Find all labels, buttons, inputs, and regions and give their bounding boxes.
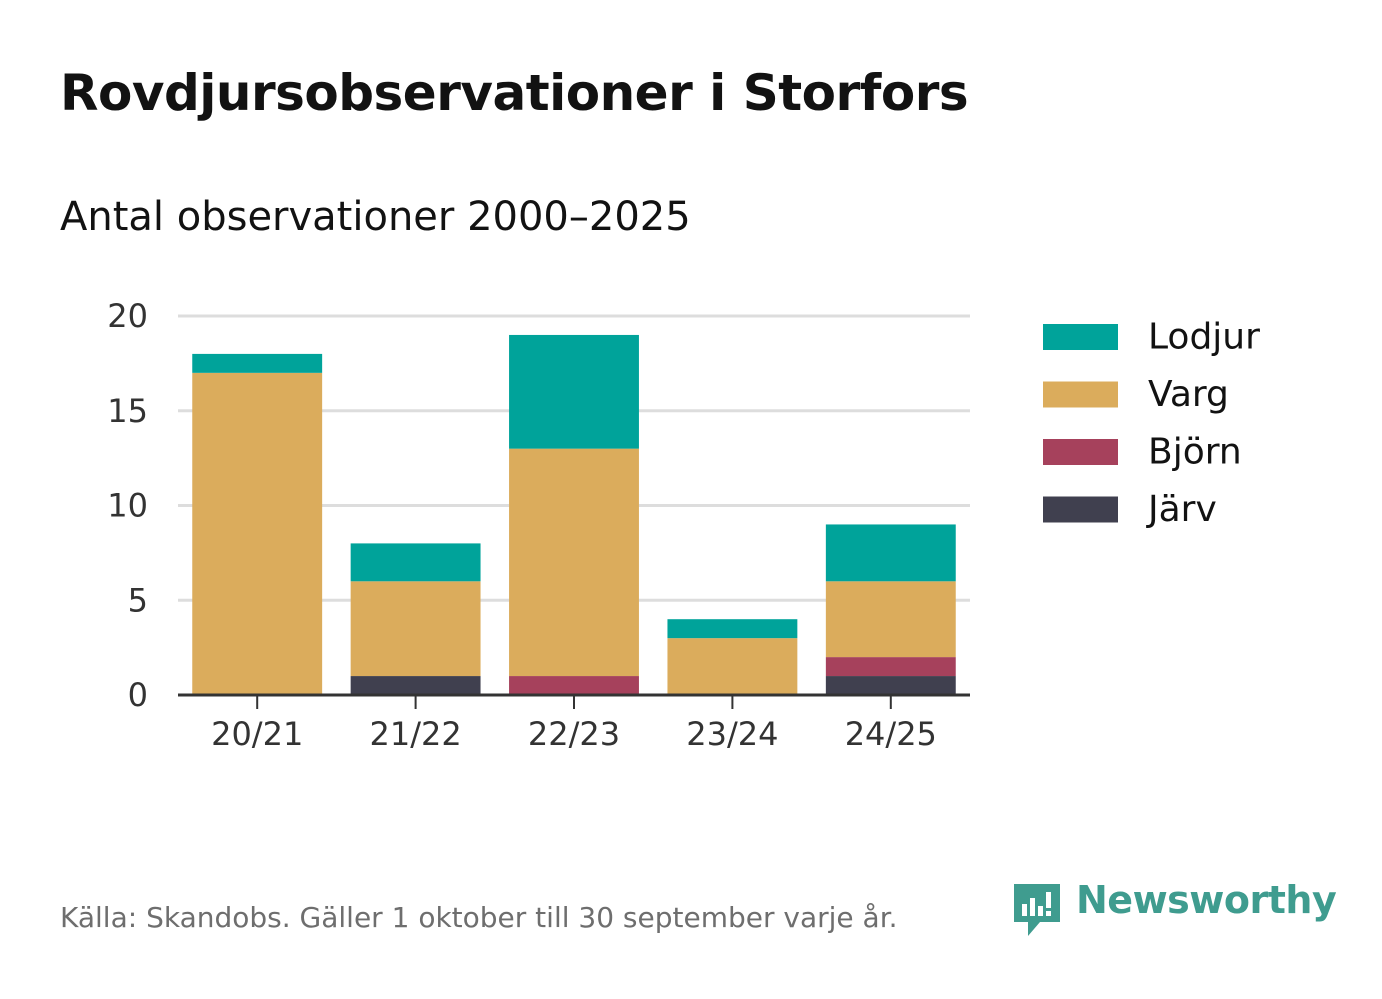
bar-segment: [667, 638, 798, 695]
bar-segment: [825, 657, 956, 677]
bar-segment: [825, 676, 956, 695]
bars: [192, 334, 956, 695]
legend-label: Lodjur: [1148, 317, 1260, 358]
bar-segment: [825, 524, 956, 582]
bar-segment: [509, 676, 639, 695]
y-tick-label: 0: [128, 676, 148, 714]
x-tick-label: 20/21: [211, 715, 303, 753]
bar-segment: [509, 334, 639, 449]
bar-segment: [350, 581, 481, 677]
x-tick-label: 24/25: [845, 715, 937, 753]
newsworthy-logo-icon: [1014, 884, 1060, 936]
bar-segment: [509, 448, 639, 677]
legend-label: Björn: [1148, 432, 1242, 473]
source-note: Källa: Skandobs. Gäller 1 oktober till 3…: [60, 901, 898, 934]
legend-label: Järv: [1146, 489, 1217, 530]
y-tick-label: 15: [107, 392, 148, 430]
y-tick-label: 5: [128, 581, 148, 619]
legend-swatch: [1043, 496, 1118, 523]
bar-segment: [350, 676, 481, 695]
bar-segment: [350, 543, 481, 582]
bar-segment: [192, 372, 323, 695]
legend: Lodjur Varg Björn Järv: [1043, 317, 1260, 530]
legend-swatch: [1043, 324, 1118, 350]
y-tick-label: 10: [107, 487, 148, 525]
chart-subtitle: Antal observationer 2000–2025: [60, 194, 691, 240]
newsworthy-logo: Newsworthy: [1010, 878, 1337, 940]
x-tick-label: 23/24: [686, 715, 778, 753]
x-tick-label: 21/22: [369, 715, 461, 753]
chart-title: Rovdjursobservationer i Storfors: [60, 64, 969, 122]
bar-segment: [192, 353, 323, 373]
axes: 0 5 10 15 20 20/21 21/22 22/23 23/24 24/25: [107, 297, 970, 753]
legend-label: Varg: [1148, 374, 1229, 415]
legend-swatch: [1043, 381, 1118, 408]
logo-name: Newsworthy: [1076, 878, 1337, 922]
y-tick-label: 20: [107, 297, 148, 335]
legend-swatch: [1043, 439, 1118, 465]
bar-segment: [825, 581, 956, 658]
x-tick-label: 22/23: [528, 715, 620, 753]
bar-segment: [667, 619, 798, 639]
